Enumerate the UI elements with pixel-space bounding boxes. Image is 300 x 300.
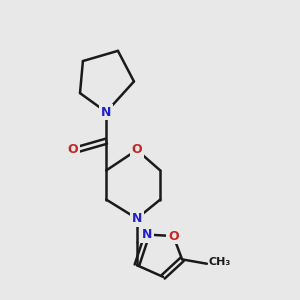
Text: O: O xyxy=(68,143,78,157)
Text: N: N xyxy=(142,228,152,241)
Text: N: N xyxy=(101,106,111,118)
Text: CH₃: CH₃ xyxy=(208,257,231,267)
Text: N: N xyxy=(132,212,142,225)
Text: O: O xyxy=(132,143,142,157)
Text: O: O xyxy=(168,230,178,242)
